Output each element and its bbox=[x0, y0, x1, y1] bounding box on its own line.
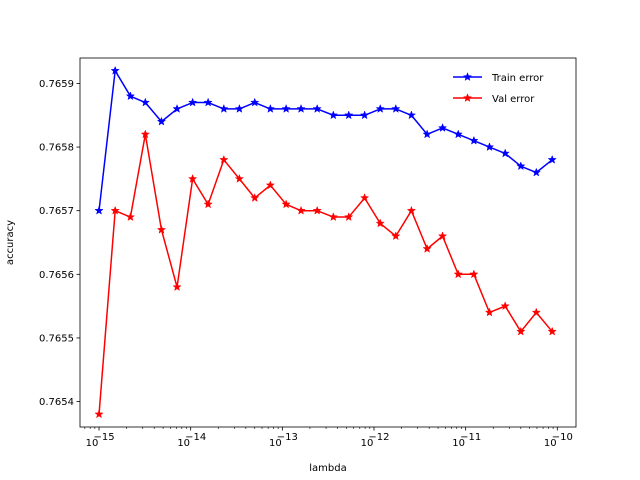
data-point-val-error bbox=[172, 282, 182, 292]
data-point-val-error bbox=[250, 193, 260, 202]
data-point-val-error bbox=[203, 199, 213, 209]
legend: Train error Val error bbox=[453, 72, 544, 105]
data-point-train-error bbox=[265, 103, 276, 113]
data-point-val-error bbox=[437, 231, 448, 241]
legend-label-train-error: Train error bbox=[491, 73, 544, 84]
y-tick-label: 0.7658 bbox=[39, 143, 74, 154]
x-axis-label: lambda bbox=[309, 463, 346, 474]
data-point-val-error bbox=[406, 205, 417, 215]
y-tick-label: 0.7657 bbox=[39, 206, 74, 217]
data-point-val-error bbox=[125, 212, 136, 222]
series-line-val-error bbox=[98, 133, 553, 415]
data-point-val-error bbox=[265, 180, 276, 190]
plot-frame bbox=[79, 57, 577, 428]
data-point-val-error bbox=[110, 205, 120, 215]
data-point-val-error bbox=[391, 231, 401, 241]
legend-marker-train-error bbox=[462, 72, 473, 81]
data-point-train-error bbox=[406, 110, 417, 120]
data-point-val-error bbox=[281, 199, 291, 209]
data-point-val-error bbox=[531, 307, 541, 317]
y-tick-label: 0.7659 bbox=[39, 79, 74, 90]
data-point-train-error bbox=[203, 97, 213, 107]
data-point-val-error bbox=[312, 205, 322, 215]
data-point-val-error bbox=[516, 326, 526, 336]
data-point-train-error bbox=[375, 103, 385, 113]
x-tick-label-exponent: −15 bbox=[93, 432, 114, 443]
data-point-val-error bbox=[375, 218, 385, 228]
data-point-train-error bbox=[531, 167, 541, 177]
data-point-val-error bbox=[94, 409, 104, 419]
x-tick-label-exponent: −12 bbox=[368, 432, 389, 443]
data-point-val-error bbox=[547, 326, 557, 336]
legend-item-train-error: Train error bbox=[453, 72, 544, 84]
series-val-error bbox=[94, 129, 557, 419]
data-point-train-error bbox=[140, 97, 151, 107]
data-point-train-error bbox=[281, 103, 291, 113]
data-point-train-error bbox=[344, 110, 354, 120]
data-point-train-error bbox=[250, 97, 260, 107]
series-layer bbox=[94, 65, 557, 419]
data-point-val-error bbox=[484, 307, 495, 317]
x-tick-label: 10 bbox=[544, 438, 557, 449]
data-point-train-error bbox=[328, 110, 338, 120]
x-tick-label-exponent: −14 bbox=[185, 432, 206, 443]
series-line-train-error bbox=[98, 69, 553, 211]
data-point-train-error bbox=[359, 110, 370, 120]
data-point-train-error bbox=[422, 129, 432, 139]
data-point-val-error bbox=[234, 173, 245, 183]
x-tick-label-exponent: −10 bbox=[552, 432, 573, 443]
y-tick-label: 0.7655 bbox=[39, 333, 74, 344]
data-point-train-error bbox=[516, 161, 526, 171]
data-point-train-error bbox=[187, 97, 198, 107]
data-point-val-error bbox=[344, 212, 354, 222]
data-point-train-error bbox=[453, 129, 463, 139]
data-point-val-error bbox=[328, 212, 338, 222]
data-point-train-error bbox=[156, 116, 167, 126]
y-tick-label: 0.7656 bbox=[39, 270, 74, 281]
data-point-val-error bbox=[187, 173, 198, 183]
data-point-train-error bbox=[437, 123, 448, 132]
data-point-val-error bbox=[453, 269, 463, 279]
data-point-val-error bbox=[500, 301, 510, 311]
data-point-val-error bbox=[219, 154, 229, 164]
x-tick-label-exponent: −13 bbox=[277, 432, 298, 443]
data-point-val-error bbox=[296, 205, 306, 215]
x-tick-label: 10 bbox=[177, 438, 190, 449]
data-point-train-error bbox=[172, 103, 182, 113]
y-tick-label: 0.7654 bbox=[39, 397, 74, 408]
data-point-val-error bbox=[422, 243, 432, 253]
x-tick-label: 10 bbox=[452, 438, 465, 449]
data-point-val-error bbox=[140, 129, 151, 139]
legend-item-val-error: Val error bbox=[453, 93, 535, 105]
data-point-train-error bbox=[312, 103, 322, 113]
series-train-error bbox=[94, 65, 557, 215]
legend-marker-val-error bbox=[462, 93, 473, 102]
data-point-train-error bbox=[296, 103, 306, 113]
data-point-val-error bbox=[469, 269, 479, 279]
x-tick-label: 10 bbox=[269, 438, 282, 449]
data-point-train-error bbox=[547, 154, 557, 164]
y-axis-label: accuracy bbox=[5, 220, 16, 265]
data-point-val-error bbox=[156, 224, 167, 234]
data-point-train-error bbox=[234, 103, 245, 113]
data-point-train-error bbox=[125, 91, 136, 101]
data-point-train-error bbox=[219, 103, 229, 113]
data-point-val-error bbox=[359, 193, 370, 202]
x-tick-label: 10 bbox=[86, 438, 99, 449]
x-tick-label: 10 bbox=[361, 438, 374, 449]
data-point-train-error bbox=[110, 65, 120, 75]
data-point-train-error bbox=[469, 135, 479, 145]
data-point-train-error bbox=[500, 148, 510, 158]
x-tick-label-exponent: −11 bbox=[460, 432, 481, 443]
legend-label-val-error: Val error bbox=[492, 94, 535, 105]
y-axis-ticks: 0.7654 0.7655 0.7656 0.7657 0.7658 0.7659 bbox=[39, 79, 80, 408]
data-point-train-error bbox=[94, 205, 104, 215]
data-point-train-error bbox=[391, 103, 401, 113]
data-point-train-error bbox=[484, 142, 495, 152]
